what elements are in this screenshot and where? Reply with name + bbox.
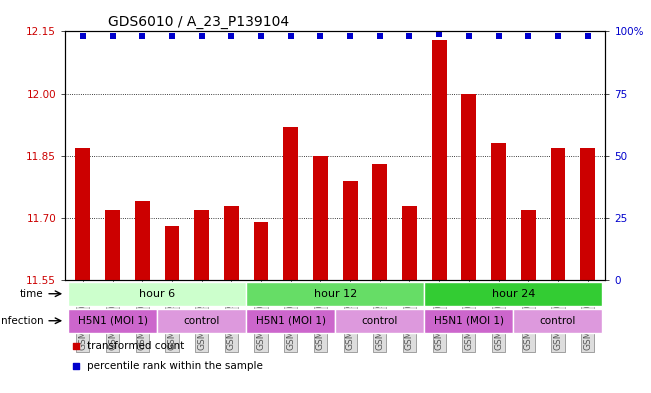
- Text: control: control: [361, 316, 398, 326]
- Point: [493, 33, 504, 40]
- Bar: [551, 147, 565, 280]
- Point: [553, 33, 563, 40]
- Text: hour 12: hour 12: [314, 289, 357, 299]
- Point: [107, 33, 118, 40]
- Point: [167, 33, 177, 40]
- FancyBboxPatch shape: [246, 281, 424, 306]
- Bar: [194, 210, 209, 280]
- FancyBboxPatch shape: [68, 281, 246, 306]
- Bar: [283, 127, 298, 280]
- Point: [523, 33, 533, 40]
- Point: [464, 33, 474, 40]
- Point: [286, 33, 296, 40]
- FancyBboxPatch shape: [335, 309, 424, 333]
- Bar: [521, 210, 536, 280]
- Point: [345, 33, 355, 40]
- Text: hour 24: hour 24: [492, 289, 535, 299]
- Bar: [402, 206, 417, 280]
- Bar: [254, 222, 268, 280]
- Bar: [76, 147, 90, 280]
- Text: GDS6010 / A_23_P139104: GDS6010 / A_23_P139104: [108, 15, 290, 29]
- Text: infection: infection: [0, 316, 44, 326]
- Point: [137, 33, 148, 40]
- FancyBboxPatch shape: [246, 309, 335, 333]
- Text: control: control: [540, 316, 576, 326]
- Text: control: control: [184, 316, 220, 326]
- Text: transformed count: transformed count: [87, 341, 184, 351]
- FancyBboxPatch shape: [424, 281, 602, 306]
- Bar: [462, 94, 477, 280]
- Point: [434, 31, 445, 37]
- Bar: [135, 202, 150, 280]
- Bar: [580, 147, 595, 280]
- Point: [374, 33, 385, 40]
- Point: [77, 33, 88, 40]
- FancyBboxPatch shape: [514, 309, 602, 333]
- Text: hour 6: hour 6: [139, 289, 175, 299]
- Text: percentile rank within the sample: percentile rank within the sample: [87, 360, 262, 371]
- Text: H5N1 (MOI 1): H5N1 (MOI 1): [434, 316, 504, 326]
- Text: H5N1 (MOI 1): H5N1 (MOI 1): [77, 316, 148, 326]
- Bar: [165, 226, 180, 280]
- Bar: [313, 156, 328, 280]
- Bar: [432, 40, 447, 280]
- Bar: [491, 143, 506, 280]
- Point: [583, 33, 593, 40]
- Point: [404, 33, 415, 40]
- Point: [256, 33, 266, 40]
- Text: H5N1 (MOI 1): H5N1 (MOI 1): [256, 316, 326, 326]
- FancyBboxPatch shape: [68, 309, 157, 333]
- Point: [315, 33, 326, 40]
- Point: [226, 33, 236, 40]
- Bar: [224, 206, 239, 280]
- FancyBboxPatch shape: [157, 309, 246, 333]
- Point: [428, 279, 439, 286]
- Bar: [372, 164, 387, 280]
- Bar: [105, 210, 120, 280]
- FancyBboxPatch shape: [424, 309, 514, 333]
- Point: [428, 102, 439, 108]
- Text: time: time: [20, 289, 44, 299]
- Point: [197, 33, 207, 40]
- Bar: [342, 181, 357, 280]
